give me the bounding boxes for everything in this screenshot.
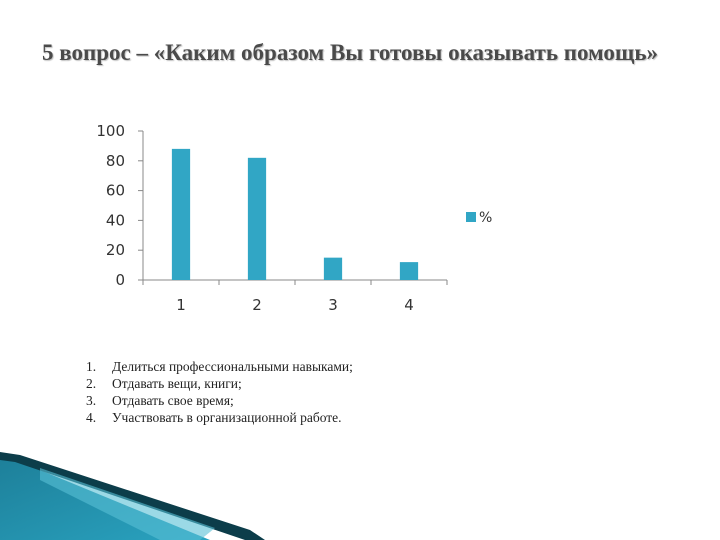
y-tick-label: 0 xyxy=(115,271,125,289)
y-tick-label: 20 xyxy=(106,241,125,259)
bar xyxy=(247,157,267,280)
bar xyxy=(399,262,419,280)
y-tick-label: 40 xyxy=(106,211,125,229)
list-item: 4. Участвовать в организационной работе. xyxy=(86,409,353,426)
x-tick-label: 1 xyxy=(176,296,186,314)
list-item: 2. Отдавать вещи, книги; xyxy=(86,375,353,392)
list-number: 1. xyxy=(86,359,97,374)
bar xyxy=(171,148,191,280)
list-item: 1. Делиться профессиональными навыками; xyxy=(86,358,353,375)
list-text: Участвовать в организационной работе. xyxy=(112,410,342,425)
x-tick-label: 4 xyxy=(404,296,414,314)
slide-title: 5 вопрос – «Каким образом Вы готовы оказ… xyxy=(42,40,659,65)
decor-light-stripe xyxy=(40,468,215,540)
y-tick-label: 100 xyxy=(96,122,125,140)
y-tick-label: 60 xyxy=(106,182,125,200)
list-text: Отдавать свое время; xyxy=(112,393,234,408)
legend-label: % xyxy=(479,210,492,226)
legend-swatch xyxy=(466,212,476,222)
y-tick-label: 80 xyxy=(106,152,125,170)
decor-dark-stripe xyxy=(0,452,265,540)
list-number: 3. xyxy=(86,393,97,408)
list-number: 4. xyxy=(86,410,97,425)
list-item: 3. Отдавать свое время; xyxy=(86,392,353,409)
list-number: 2. xyxy=(86,376,97,391)
list-text: Делиться профессиональными навыками; xyxy=(112,359,353,374)
answer-list: 1. Делиться профессиональными навыками; 2… xyxy=(86,358,353,426)
x-tick-label: 3 xyxy=(328,296,338,314)
bar xyxy=(323,257,343,280)
list-text: Отдавать вещи, книги; xyxy=(112,376,242,391)
x-tick-label: 2 xyxy=(252,296,262,314)
